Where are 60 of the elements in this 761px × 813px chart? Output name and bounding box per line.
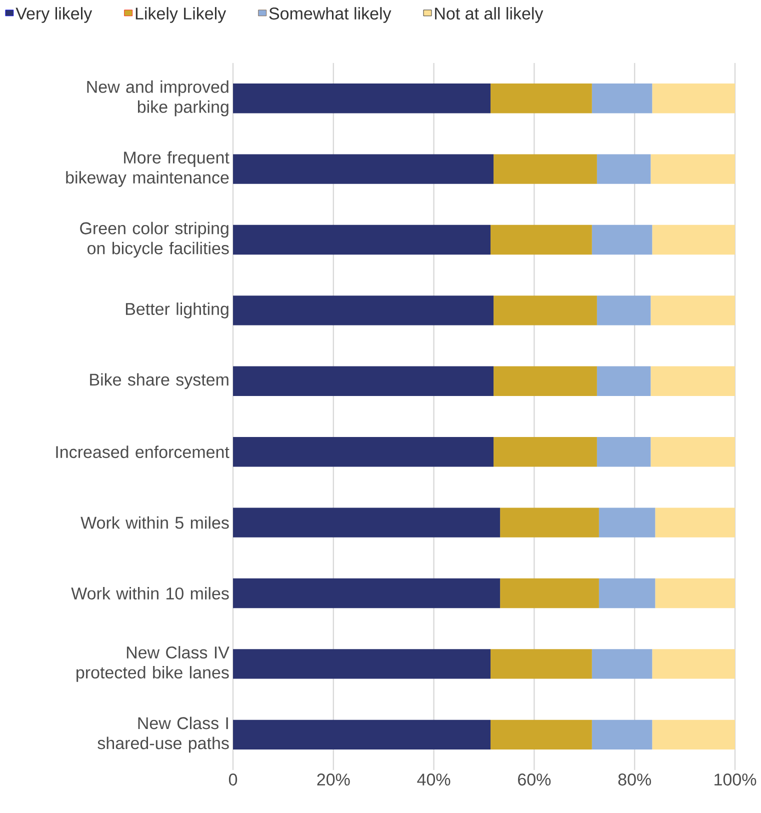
y-tick-label: Bike share system — [90, 373, 228, 390]
y-tick-label: More frequent bikeway maintenance — [66, 151, 230, 187]
x-tick-label: 80% — [618, 774, 652, 786]
x-tick-label: 40% — [417, 774, 450, 786]
bar — [652, 649, 736, 679]
bar — [490, 84, 592, 114]
legend-label: Likely Likely — [136, 7, 226, 23]
bar — [655, 508, 736, 538]
y-tick-label: New and improved bike parking — [87, 80, 228, 116]
bar — [652, 224, 736, 255]
x-tick-label: 100% — [714, 774, 756, 786]
bar — [650, 154, 736, 184]
bar — [592, 224, 652, 255]
bar — [233, 437, 494, 467]
bar — [652, 84, 736, 114]
x-tick-label: 60% — [518, 774, 551, 786]
bar — [494, 366, 597, 396]
bar — [596, 296, 651, 326]
bar — [233, 154, 494, 184]
bar — [596, 366, 651, 396]
legend-label: Very likely — [16, 7, 92, 23]
bar — [652, 720, 736, 750]
bar — [650, 437, 736, 467]
bar — [233, 296, 494, 326]
bar — [490, 224, 592, 255]
bar — [494, 154, 597, 184]
bar — [233, 224, 491, 255]
x-tick-label: 0 — [228, 774, 238, 786]
bar — [500, 578, 599, 608]
bar — [233, 84, 491, 114]
bar — [598, 508, 656, 538]
y-tick-label: New Class I shared-use paths — [98, 716, 229, 753]
bar — [596, 154, 651, 184]
y-tick-label: Green color striping on bicycle facilities — [80, 222, 229, 258]
bar — [598, 578, 656, 608]
bar — [592, 720, 652, 750]
bar — [592, 649, 652, 679]
bar — [494, 437, 597, 467]
bar — [490, 649, 592, 679]
bar — [650, 296, 736, 326]
legend-label: Somewhat likely — [269, 7, 392, 23]
bar — [596, 437, 651, 467]
bar — [655, 578, 736, 608]
bar — [500, 508, 599, 538]
y-tick-label: Increased enforcement — [56, 446, 230, 458]
bar — [233, 649, 491, 679]
x-tick-label: 20% — [317, 774, 350, 786]
bar — [494, 296, 597, 326]
y-tick-label: Work within 5 miles — [80, 516, 229, 529]
legend-label: Not at all likely — [435, 7, 544, 23]
bar — [233, 508, 500, 538]
bar — [233, 578, 500, 608]
bar — [233, 366, 494, 396]
bar — [490, 720, 592, 750]
y-tick-label: New Class IV protected bike lanes — [76, 646, 230, 682]
bar — [592, 84, 652, 114]
y-tick-label: Work within 10 miles — [71, 587, 229, 600]
y-tick-label: Better lighting — [126, 302, 228, 318]
bar — [233, 720, 491, 750]
bar — [650, 366, 736, 396]
